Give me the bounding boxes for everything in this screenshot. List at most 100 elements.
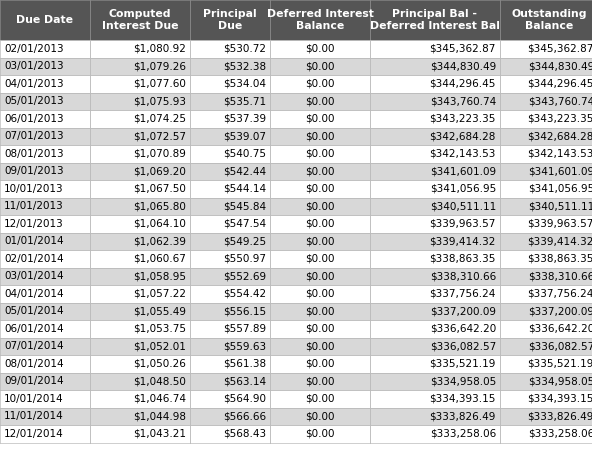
Text: Deferred Interest
Balance: Deferred Interest Balance	[266, 9, 374, 31]
Bar	[0, 180, 90, 197]
Bar	[190, 355, 270, 372]
Bar	[370, 75, 500, 92]
Bar	[270, 425, 370, 442]
Text: $336,082.57: $336,082.57	[527, 341, 592, 351]
Text: Principal Bal -
Deferred Interest Bal: Principal Bal - Deferred Interest Bal	[370, 9, 500, 31]
Bar	[370, 145, 500, 163]
Text: $336,642.20: $336,642.20	[430, 324, 496, 334]
Bar	[270, 110, 370, 128]
Bar	[370, 92, 500, 110]
Text: 06/01/2014: 06/01/2014	[4, 324, 63, 334]
Text: 04/01/2014: 04/01/2014	[4, 289, 63, 299]
Bar	[190, 180, 270, 197]
Text: $344,296.45: $344,296.45	[527, 79, 592, 89]
Bar	[270, 285, 370, 303]
Bar	[0, 58, 90, 75]
Bar	[90, 0, 190, 40]
Bar	[270, 250, 370, 267]
Bar	[0, 338, 90, 355]
Text: $1,044.98: $1,044.98	[133, 411, 186, 421]
Text: $343,760.74: $343,760.74	[527, 96, 592, 106]
Bar	[90, 128, 190, 145]
Text: $547.54: $547.54	[223, 219, 266, 229]
Text: $542.44: $542.44	[223, 166, 266, 176]
Bar	[270, 75, 370, 92]
Text: $0.00: $0.00	[305, 219, 334, 229]
Text: $333,826.49: $333,826.49	[430, 411, 496, 421]
Bar	[500, 233, 592, 250]
Text: 11/01/2013: 11/01/2013	[4, 201, 64, 211]
Text: $337,200.09: $337,200.09	[430, 306, 496, 316]
Text: $1,043.21: $1,043.21	[133, 429, 186, 439]
Text: $0.00: $0.00	[305, 254, 334, 264]
Text: 10/01/2014: 10/01/2014	[4, 394, 63, 404]
Bar	[0, 75, 90, 92]
Bar	[370, 320, 500, 338]
Bar	[190, 58, 270, 75]
Text: $336,082.57: $336,082.57	[430, 341, 496, 351]
Text: 10/01/2013: 10/01/2013	[4, 184, 63, 194]
Text: $0.00: $0.00	[305, 271, 334, 281]
Text: $343,223.35: $343,223.35	[430, 114, 496, 124]
Bar	[270, 267, 370, 285]
Text: 08/01/2014: 08/01/2014	[4, 359, 63, 369]
Text: 06/01/2013: 06/01/2013	[4, 114, 63, 124]
Bar	[0, 233, 90, 250]
Bar	[270, 390, 370, 408]
Text: $338,310.66: $338,310.66	[527, 271, 592, 281]
Bar	[370, 233, 500, 250]
Bar	[90, 425, 190, 442]
Text: 08/01/2013: 08/01/2013	[4, 149, 63, 159]
Text: $566.66: $566.66	[223, 411, 266, 421]
Text: $344,830.49: $344,830.49	[430, 61, 496, 71]
Text: $338,310.66: $338,310.66	[430, 271, 496, 281]
Bar	[270, 92, 370, 110]
Text: $1,050.26: $1,050.26	[133, 359, 186, 369]
Bar	[0, 285, 90, 303]
Bar	[270, 128, 370, 145]
Bar	[500, 75, 592, 92]
Bar	[500, 110, 592, 128]
Text: $0.00: $0.00	[305, 201, 334, 211]
Bar	[270, 163, 370, 180]
Bar	[270, 338, 370, 355]
Text: $0.00: $0.00	[305, 149, 334, 159]
Bar	[370, 110, 500, 128]
Text: $537.39: $537.39	[223, 114, 266, 124]
Text: $1,077.60: $1,077.60	[133, 79, 186, 89]
Bar	[90, 92, 190, 110]
Text: $564.90: $564.90	[223, 394, 266, 404]
Bar	[270, 355, 370, 372]
Bar	[90, 355, 190, 372]
Text: $333,258.06: $333,258.06	[527, 429, 592, 439]
Bar	[270, 372, 370, 390]
Bar	[0, 128, 90, 145]
Bar	[0, 372, 90, 390]
Text: $1,064.10: $1,064.10	[133, 219, 186, 229]
Bar	[0, 390, 90, 408]
Text: $343,760.74: $343,760.74	[430, 96, 496, 106]
Bar	[90, 180, 190, 197]
Bar	[190, 303, 270, 320]
Bar	[190, 250, 270, 267]
Bar	[190, 285, 270, 303]
Bar	[270, 0, 370, 40]
Bar	[270, 58, 370, 75]
Text: $1,069.20: $1,069.20	[133, 166, 186, 176]
Bar	[500, 145, 592, 163]
Text: 05/01/2013: 05/01/2013	[4, 96, 63, 106]
Bar	[0, 197, 90, 215]
Bar	[370, 163, 500, 180]
Bar	[500, 355, 592, 372]
Bar	[0, 0, 90, 40]
Bar	[500, 40, 592, 58]
Text: $559.63: $559.63	[223, 341, 266, 351]
Bar	[500, 267, 592, 285]
Text: $337,756.24: $337,756.24	[527, 289, 592, 299]
Text: $342,143.53: $342,143.53	[527, 149, 592, 159]
Bar	[270, 408, 370, 425]
Text: 02/01/2013: 02/01/2013	[4, 44, 63, 54]
Bar	[90, 408, 190, 425]
Text: $344,296.45: $344,296.45	[430, 79, 496, 89]
Text: $0.00: $0.00	[305, 236, 334, 246]
